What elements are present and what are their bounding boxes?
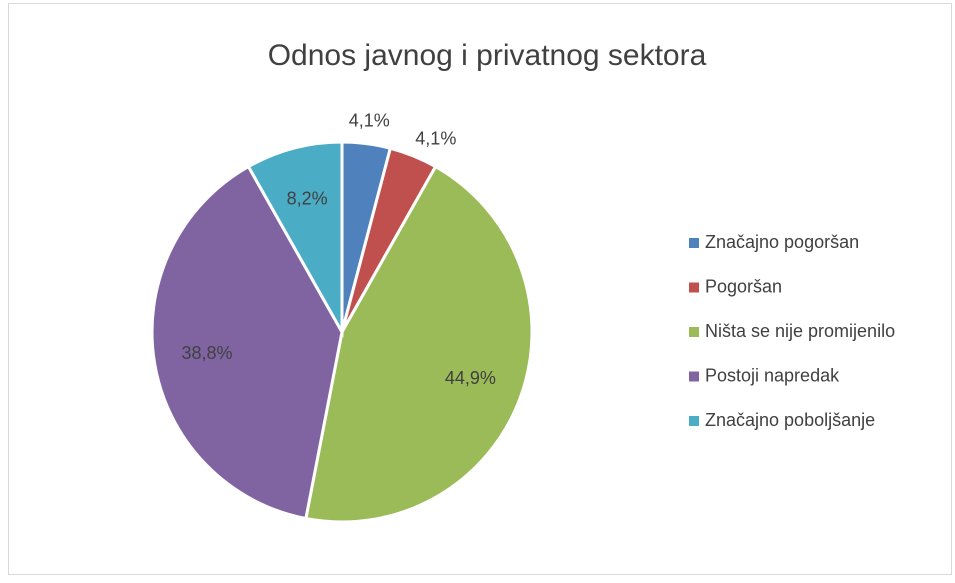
legend-label: Pogoršan (705, 276, 782, 296)
data-label: 8,2% (287, 188, 328, 208)
legend-label: Značajno poboljšanje (705, 410, 875, 430)
pie-slice (304, 164, 534, 524)
legend-label: Postoji napredak (705, 365, 840, 385)
pie-slice (150, 164, 344, 521)
legend-marker (689, 238, 699, 248)
data-label: 38,8% (181, 343, 232, 363)
legend-marker (689, 371, 699, 382)
legend-marker (689, 327, 699, 337)
legend-label: Ništa se nije promijenilo (705, 321, 895, 341)
data-label: 44,9% (445, 368, 496, 388)
pie-slice (246, 140, 344, 338)
legend-marker (689, 416, 699, 426)
chart-title: Odnos javnog i privatnog sektora (268, 39, 707, 72)
data-label: 4,1% (349, 111, 390, 131)
data-label: 4,1% (415, 128, 456, 148)
legend-label: Značajno pogoršan (705, 232, 859, 252)
legend-marker (689, 282, 699, 293)
